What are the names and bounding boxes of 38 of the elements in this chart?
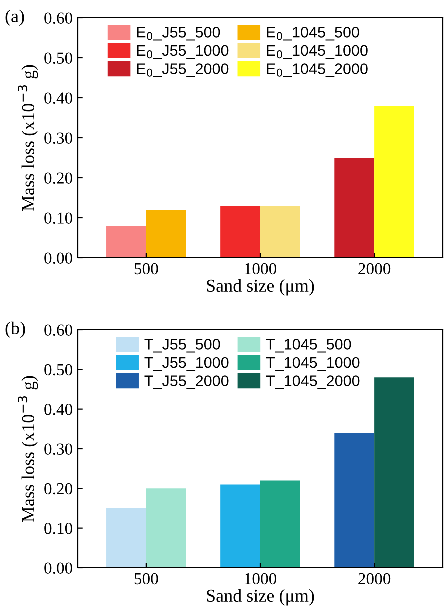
y-tick-label: 0.30: [44, 444, 73, 456]
legend-label: E$_{0}$_1045_2000: [267, 64, 368, 78]
y-tick-label: 0.40: [44, 92, 73, 104]
y-tick-label: 0.50: [44, 364, 73, 376]
x-tick-label: 2000: [358, 263, 391, 275]
x-tick-label: 500: [134, 573, 158, 585]
x-tick-label: 1000: [245, 573, 277, 585]
y-axis-title: Mass loss (x10$^{−3}$ g): [18, 65, 38, 212]
legend-label: T_1045_2000: [266, 376, 360, 390]
y-tick-label: 0.30: [44, 132, 73, 144]
legend-label: E$_{0}$_1045_500: [267, 27, 360, 41]
y-tick-label: 0.10: [44, 523, 73, 534]
legend-label: T_1045_1000: [266, 357, 360, 372]
y-tick-label: 0.20: [44, 483, 73, 495]
legend-label: E$_{0}$_1045_1000: [267, 45, 368, 60]
text: (a): [6, 10, 24, 26]
x-tick-label: 2000: [358, 573, 391, 585]
legend-label: T_J55_500: [144, 339, 220, 353]
x-axis-title: Sand size (μm): [207, 279, 314, 296]
text: (b): [6, 322, 26, 338]
y-tick-label: 0.50: [44, 52, 73, 64]
x-tick-label: 1000: [245, 263, 277, 275]
y-tick-label: 0.60: [44, 12, 73, 24]
x-tick-label: 500: [134, 263, 158, 275]
y-tick-label: 0.40: [44, 404, 73, 416]
x-axis-title: Sand size (μm): [207, 589, 314, 606]
legend-label: T_1045_500: [266, 339, 352, 353]
legend-label: T_J55_1000: [144, 357, 229, 372]
legend-label: T_J55_2000: [144, 376, 229, 390]
legend-label: E$_{0}$_J55_500: [137, 27, 220, 41]
legend-label: E$_{0}$_J55_2000: [137, 64, 229, 78]
legend-label: E$_{0}$_J55_1000: [137, 45, 229, 60]
y-tick-label: 0.00: [44, 252, 73, 264]
y-axis-title: Mass loss (x10$^{−3}$ g): [18, 376, 38, 522]
y-tick-label: 0.60: [44, 324, 73, 336]
y-tick-label: 0.10: [44, 212, 73, 224]
y-tick-label: 0.00: [44, 562, 73, 574]
y-tick-label: 0.20: [44, 172, 73, 184]
